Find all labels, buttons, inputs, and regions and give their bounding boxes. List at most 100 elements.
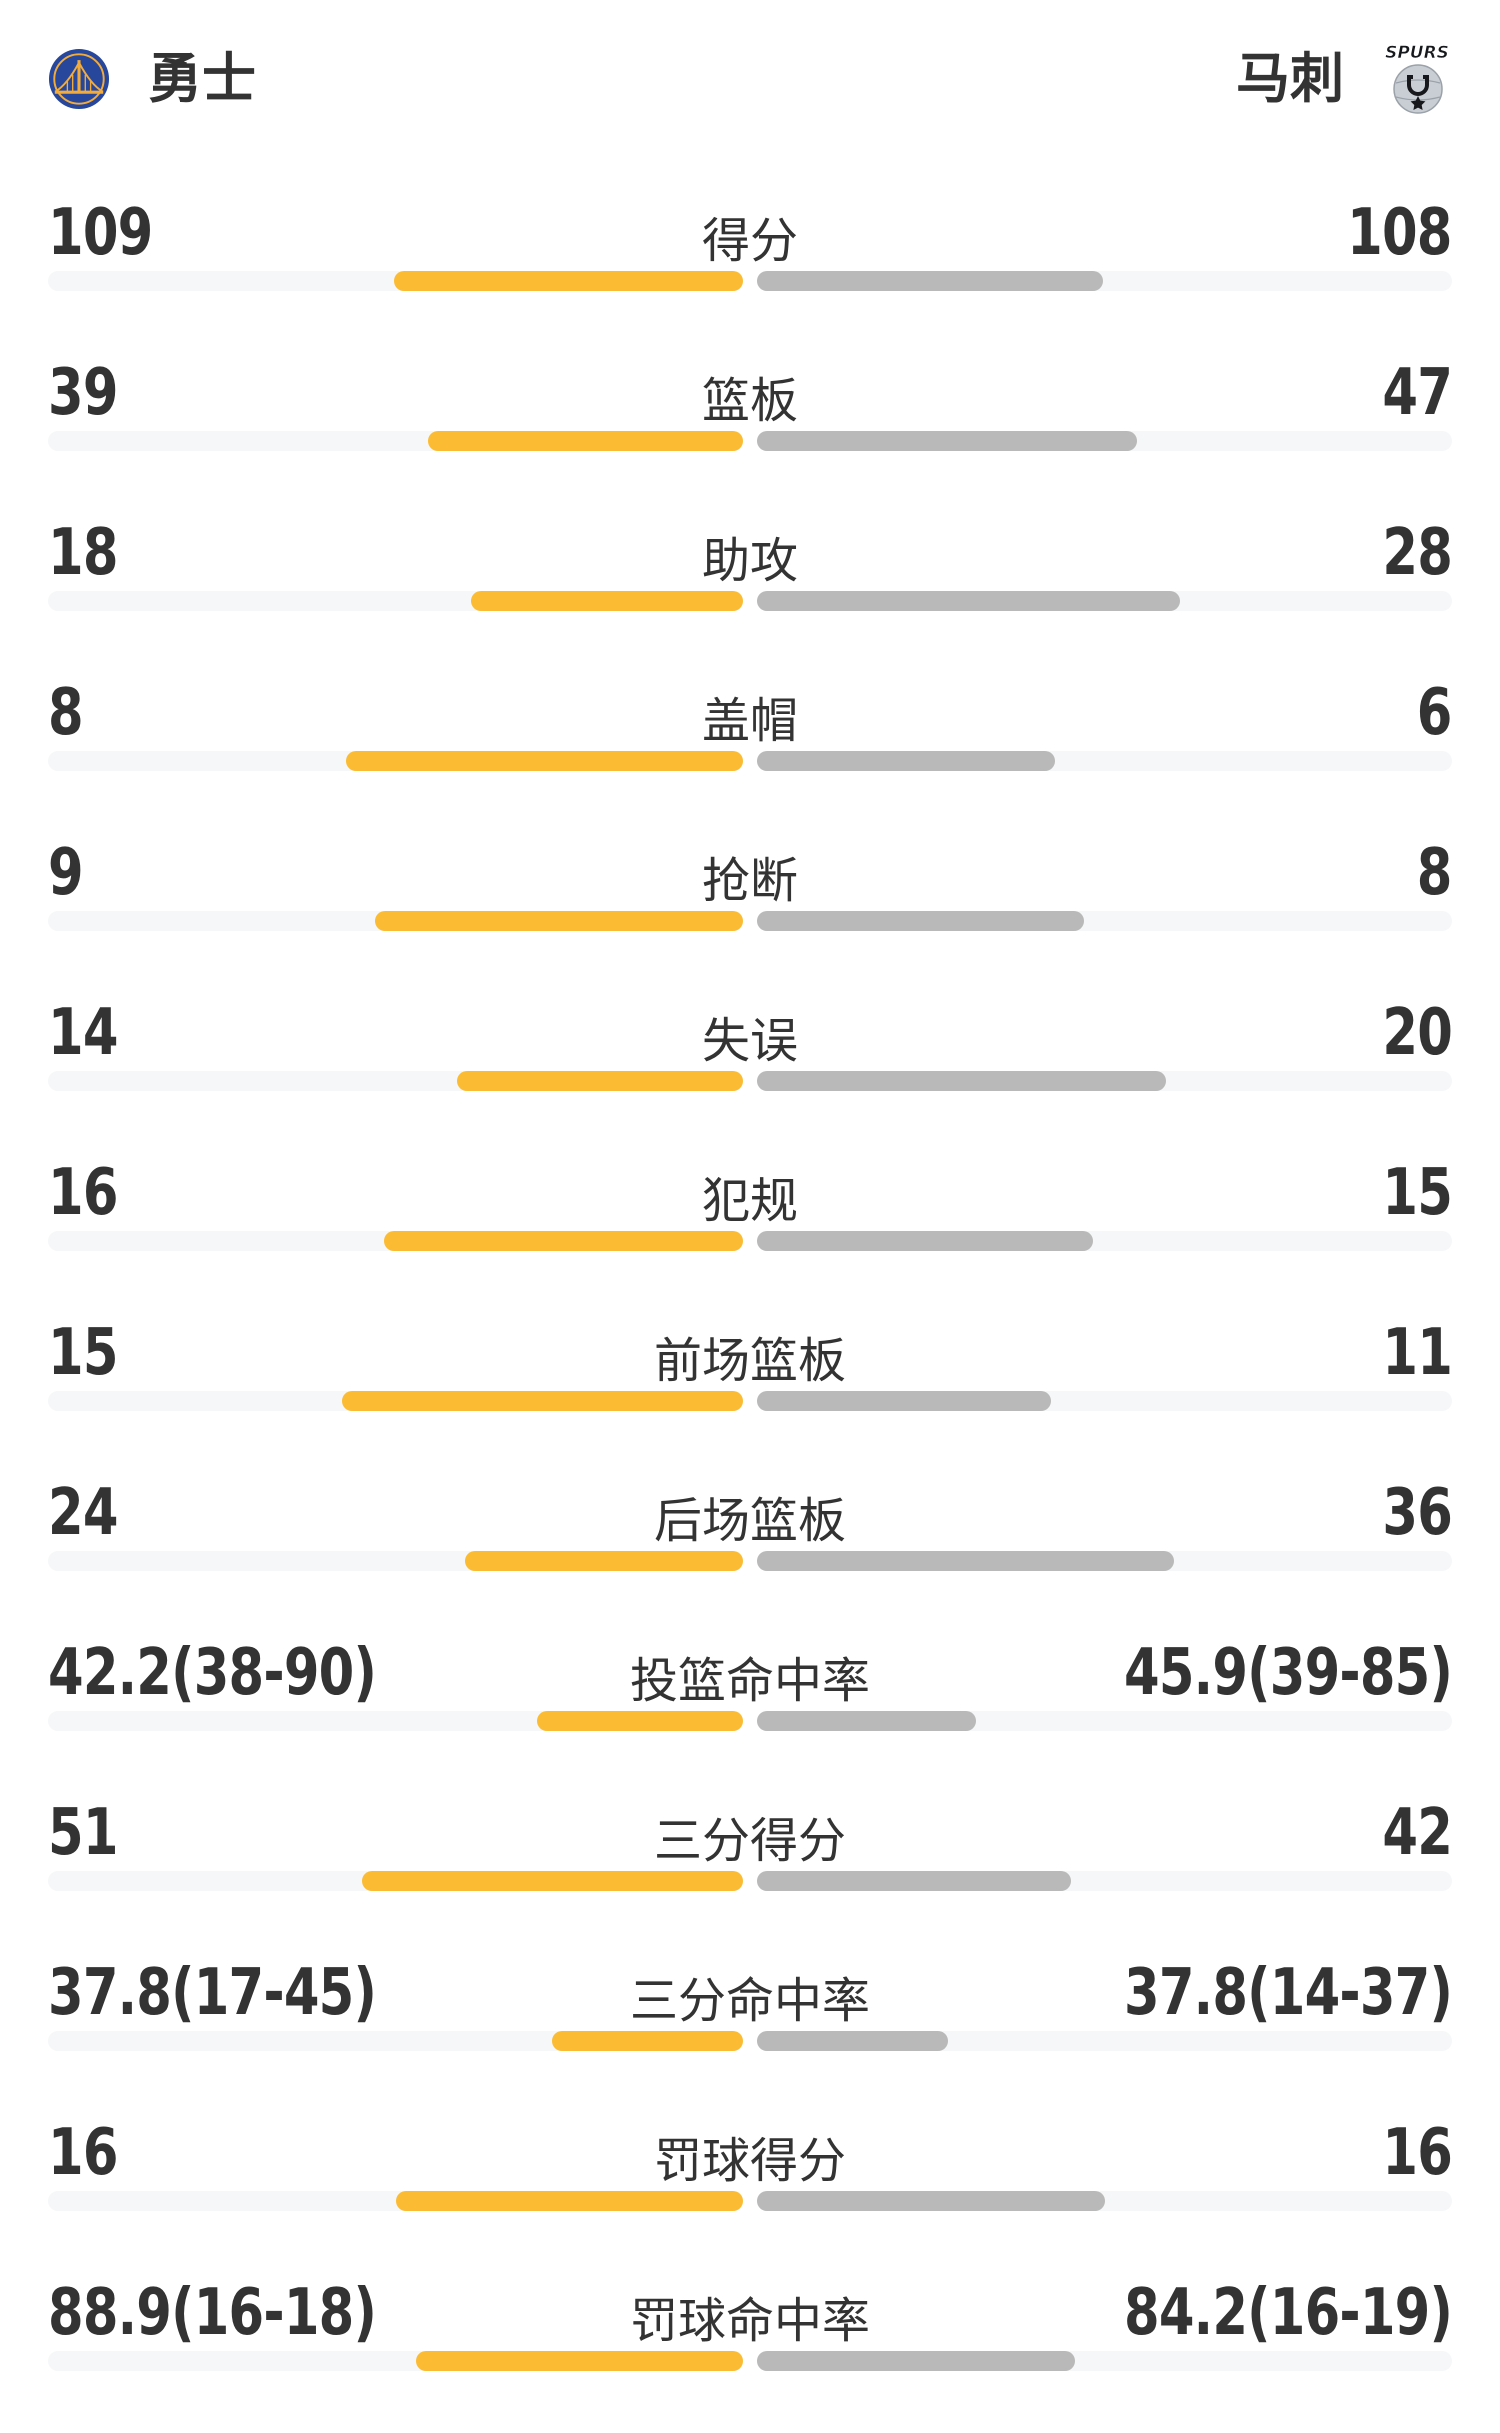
right-bar-track	[757, 751, 1452, 771]
stat-row: 88.9(16-18) 罚球命中率 84.2(16-19)	[48, 2273, 1453, 2433]
left-bar-track	[48, 1551, 743, 1571]
stat-values-line: 16 犯规 15	[48, 1153, 1453, 1230]
comparison-bar	[48, 2351, 1452, 2371]
right-value: 84.2(16-19)	[1123, 2276, 1453, 2350]
right-bar-track	[757, 1231, 1452, 1251]
right-value: 45.9(39-85)	[1123, 1636, 1453, 1710]
stat-label: 前场篮板	[653, 1333, 847, 1389]
right-bar-fill	[757, 1071, 1166, 1091]
comparison-bar	[48, 751, 1452, 771]
stat-label: 助攻	[701, 533, 799, 589]
stat-row: 18 助攻 28	[48, 513, 1453, 673]
left-bar-track	[48, 1871, 743, 1891]
left-bar-fill	[342, 1391, 743, 1411]
right-bar-track	[757, 431, 1452, 451]
right-bar-fill	[757, 271, 1103, 291]
right-bar-track	[757, 591, 1452, 611]
stat-label: 罚球命中率	[629, 2293, 871, 2349]
left-bar-track	[48, 1391, 743, 1411]
comparison-bar	[48, 2191, 1452, 2211]
left-bar-fill	[465, 1551, 743, 1571]
left-bar-track	[48, 1071, 743, 1091]
left-bar-track	[48, 271, 743, 291]
left-bar-fill	[456, 1071, 743, 1091]
left-bar-fill	[536, 1711, 743, 1731]
left-value: 14	[48, 996, 118, 1070]
right-value: 108	[1347, 196, 1453, 270]
comparison-bar	[48, 2031, 1452, 2051]
left-bar-fill	[361, 1871, 743, 1891]
left-bar-fill	[345, 751, 743, 771]
left-bar-fill	[395, 2191, 743, 2211]
stat-label: 盖帽	[701, 693, 799, 749]
stat-row: 16 犯规 15	[48, 1153, 1453, 1313]
right-bar-fill	[757, 911, 1085, 931]
stat-label: 得分	[701, 213, 799, 269]
stat-label: 犯规	[701, 1173, 799, 1229]
left-value: 15	[48, 1316, 118, 1390]
stat-label: 三分得分	[653, 1813, 847, 1869]
left-bar-track	[48, 431, 743, 451]
comparison-bar	[48, 1231, 1452, 1251]
stat-values-line: 16 罚球得分 16	[48, 2113, 1453, 2190]
left-value: 9	[48, 836, 84, 910]
right-bar-track	[757, 2031, 1452, 2051]
stat-row: 51 三分得分 42	[48, 1793, 1453, 1953]
comparison-bar	[48, 1711, 1452, 1731]
right-value: 15	[1382, 1156, 1452, 1230]
left-bar-track	[48, 2191, 743, 2211]
stat-values-line: 9 抢断 8	[48, 833, 1453, 910]
left-value: 18	[48, 516, 118, 590]
stat-row: 42.2(38-90) 投篮命中率 45.9(39-85)	[48, 1633, 1453, 1793]
right-bar-fill	[757, 1711, 976, 1731]
comparison-bar	[48, 911, 1452, 931]
comparison-bar	[48, 431, 1452, 451]
left-bar-track	[48, 591, 743, 611]
stat-row: 39 篮板 47	[48, 353, 1453, 513]
left-bar-fill	[415, 2351, 743, 2371]
stat-row: 37.8(17-45) 三分命中率 37.8(14-37)	[48, 1953, 1453, 2113]
stat-label: 罚球得分	[653, 2133, 847, 2189]
stat-values-line: 8 盖帽 6	[48, 673, 1453, 750]
right-bar-fill	[757, 591, 1181, 611]
left-value: 16	[48, 2116, 118, 2190]
right-bar-track	[757, 1551, 1452, 1571]
right-bar-fill	[757, 1871, 1071, 1891]
left-value: 51	[48, 1796, 118, 1870]
stat-row: 109 得分 108	[48, 193, 1453, 353]
stat-values-line: 24 后场篮板 36	[48, 1473, 1453, 1550]
right-bar-fill	[757, 1391, 1052, 1411]
right-value: 47	[1382, 356, 1452, 430]
right-bar-track	[757, 1071, 1452, 1091]
stat-row: 15 前场篮板 11	[48, 1313, 1453, 1473]
stat-row: 9 抢断 8	[48, 833, 1453, 993]
left-bar-track	[48, 1231, 743, 1251]
comparison-bar	[48, 591, 1452, 611]
right-bar-track	[757, 1711, 1452, 1731]
right-bar-track	[757, 271, 1452, 291]
stat-label: 失误	[701, 1013, 799, 1069]
right-bar-fill	[757, 2351, 1075, 2371]
right-bar-fill	[757, 2191, 1105, 2211]
comparison-bar	[48, 1551, 1452, 1571]
right-bar-fill	[757, 1551, 1174, 1571]
team-right[interactable]: 马刺 SPURS	[1236, 43, 1452, 115]
left-bar-track	[48, 911, 743, 931]
stat-values-line: 88.9(16-18) 罚球命中率 84.2(16-19)	[48, 2273, 1453, 2350]
stat-label: 篮板	[701, 373, 799, 429]
right-value: 20	[1382, 996, 1452, 1070]
left-value: 24	[48, 1476, 118, 1550]
team-left[interactable]: 勇士	[48, 48, 256, 110]
left-value: 8	[48, 676, 84, 750]
stat-label: 抢断	[701, 853, 799, 909]
comparison-bar	[48, 271, 1452, 291]
left-value: 39	[48, 356, 118, 430]
left-bar-fill	[393, 271, 743, 291]
right-value: 16	[1382, 2116, 1452, 2190]
stat-label: 后场篮板	[653, 1493, 847, 1549]
right-value: 8	[1417, 836, 1453, 910]
stat-values-line: 51 三分得分 42	[48, 1793, 1453, 1870]
right-bar-fill	[757, 431, 1137, 451]
stat-row: 8 盖帽 6	[48, 673, 1453, 833]
right-bar-track	[757, 911, 1452, 931]
